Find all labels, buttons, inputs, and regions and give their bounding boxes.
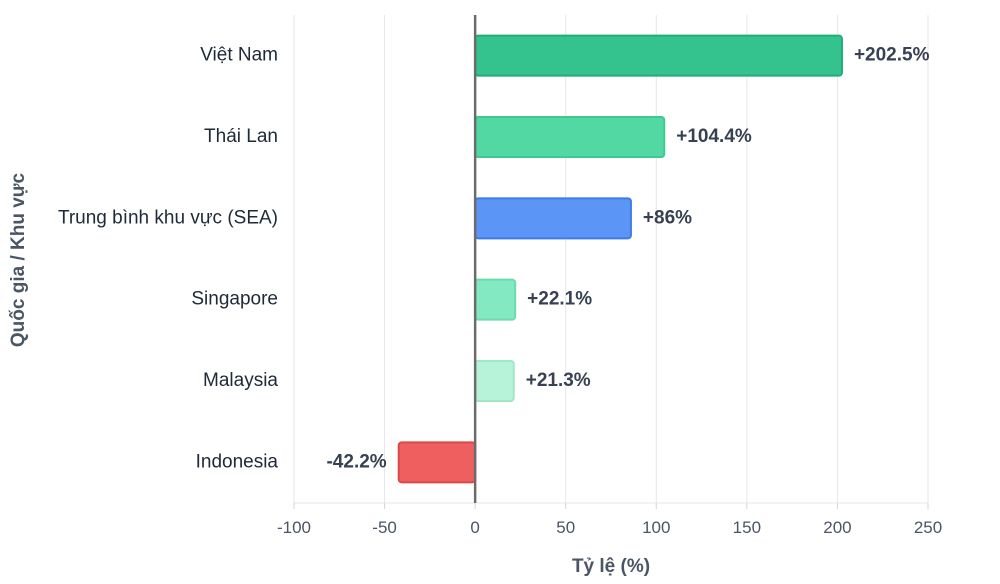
bar — [474, 34, 843, 77]
x-tick-labels: -100 -50 0 50 100 150 200 250 — [277, 518, 942, 537]
bars — [397, 15, 843, 503]
x-tick-label: -100 — [277, 518, 311, 537]
x-tick-label: 200 — [823, 518, 851, 537]
y-axis-title: Quốc gia / Khu vực — [8, 172, 29, 347]
x-tick-label: 250 — [914, 518, 942, 537]
x-axis-title: Tỷ lệ (%) — [572, 556, 650, 577]
x-tick-label: 0 — [470, 518, 479, 537]
bar — [474, 116, 666, 158]
bar-value-label: +22.1% — [527, 289, 592, 310]
bar-value-label: +86% — [643, 207, 692, 228]
category-label: Singapore — [191, 289, 278, 310]
category-label: Thái Lan — [204, 126, 278, 147]
bar-value-label: +104.4% — [676, 126, 752, 147]
bar-value-label: -42.2% — [326, 451, 386, 472]
category-labels: Việt Nam Thái Lan Trung bình khu vực (SEA)… — [58, 45, 278, 473]
bar — [474, 278, 517, 321]
bar — [474, 360, 515, 402]
category-label: Trung bình khu vực (SEA) — [58, 207, 278, 228]
data-labels: +202.5% +104.4% +86% +22.1% +21.3% -42.2% — [326, 45, 929, 473]
bar — [397, 441, 477, 484]
x-tick-label: -50 — [372, 518, 397, 537]
x-tick-label: 150 — [733, 518, 761, 537]
category-label: Việt Nam — [200, 45, 278, 66]
bar — [474, 197, 632, 240]
grid-lines — [293, 15, 929, 509]
bar-value-label: +21.3% — [526, 370, 591, 391]
x-tick-label: 50 — [556, 518, 575, 537]
category-label: Malaysia — [203, 370, 278, 391]
category-label: Indonesia — [196, 451, 279, 472]
x-tick-label: 100 — [642, 518, 670, 537]
bar-value-label: +202.5% — [854, 45, 930, 66]
